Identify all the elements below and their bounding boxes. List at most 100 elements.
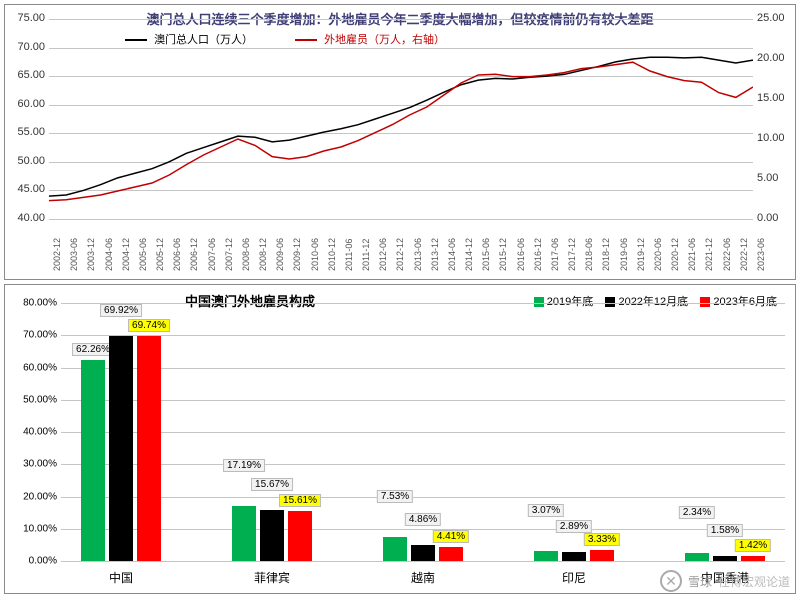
bar (439, 547, 463, 561)
top-line-chart: 澳门总人口连续三个季度增加：外地雇员今年二季度大幅增加，但较疫情前仍有较大差距 … (4, 4, 796, 280)
gridline (61, 464, 785, 465)
gridline (49, 219, 753, 220)
watermark-text-2: 任博宏观论道 (718, 573, 790, 590)
x-tick-label: 2017-12 (567, 238, 577, 271)
right-axis-label: 15.00 (757, 92, 785, 104)
x-tick-label: 2008-06 (241, 238, 251, 271)
x-tick-label: 2009-12 (292, 238, 302, 271)
x-tick-label: 2003-06 (69, 238, 79, 271)
y-axis-label: 60.00% (23, 362, 61, 373)
bar-value-label: 1.58% (707, 524, 743, 537)
x-tick-label: 2011-06 (344, 239, 354, 271)
line-svg (49, 19, 753, 219)
left-axis-label: 55.00 (17, 126, 45, 138)
x-tick-label: 2018-06 (584, 238, 594, 271)
bar (137, 336, 161, 561)
right-axis-label: 10.00 (757, 132, 785, 144)
gridline (61, 432, 785, 433)
right-axis-label: 5.00 (757, 172, 778, 184)
x-tick-label: 2010-06 (310, 238, 320, 271)
x-tick-label: 2010-12 (327, 238, 337, 271)
y-axis-label: 0.00% (29, 556, 61, 567)
bar-value-label: 4.86% (405, 513, 441, 526)
x-tick-label: 2013-12 (430, 238, 440, 271)
series-line-population (49, 57, 753, 196)
y-axis-label: 30.00% (23, 459, 61, 470)
x-tick-label: 2022-06 (722, 238, 732, 271)
x-tick-label: 2004-06 (104, 238, 114, 271)
watermark-text-1: 雪球 (688, 573, 712, 590)
x-tick-label: 2012-06 (378, 238, 388, 271)
bar-value-label: 15.67% (251, 478, 293, 491)
x-tick-label: 2015-06 (481, 238, 491, 271)
bar (713, 556, 737, 561)
right-axis-label: 0.00 (757, 212, 778, 224)
series-line-foreign_workers (49, 62, 753, 200)
x-tick-label: 2019-06 (619, 238, 629, 271)
x-tick-label: 2023-06 (756, 238, 766, 271)
y-axis-label: 40.00% (23, 427, 61, 438)
x-tick-label: 2005-06 (138, 238, 148, 271)
bar (411, 545, 435, 561)
bar-value-label: 2.89% (556, 520, 592, 533)
left-axis-label: 50.00 (17, 155, 45, 167)
bar (590, 550, 614, 561)
x-tick-label: 2019-12 (636, 238, 646, 271)
bottom-plot-area: 0.00%10.00%20.00%30.00%40.00%50.00%60.00… (61, 303, 785, 561)
bar-value-label: 17.19% (223, 459, 265, 472)
x-tick-label: 2005-12 (155, 238, 165, 271)
category-label: 菲律宾 (254, 569, 290, 586)
category-label: 越南 (411, 569, 435, 586)
bottom-bar-chart: 中国澳门外地雇员构成 2019年底 2022年12月底 2023年6月底 0.0… (4, 284, 796, 594)
gridline (61, 400, 785, 401)
x-tick-label: 2003-12 (86, 238, 96, 271)
y-axis-label: 70.00% (23, 330, 61, 341)
bar-value-label: 2.34% (679, 506, 715, 519)
left-axis-label: 70.00 (17, 41, 45, 53)
x-tick-label: 2008-12 (258, 238, 268, 271)
x-tick-label: 2013-06 (413, 238, 423, 271)
top-x-axis: 2002-122003-062003-122004-062004-122005-… (49, 225, 753, 277)
x-tick-label: 2004-12 (121, 238, 131, 271)
gridline (61, 303, 785, 304)
gridline (61, 368, 785, 369)
gridline (61, 561, 785, 562)
gridline (61, 497, 785, 498)
left-axis-label: 60.00 (17, 98, 45, 110)
x-tick-label: 2007-06 (207, 238, 217, 271)
bar (383, 537, 407, 561)
y-axis-label: 50.00% (23, 394, 61, 405)
y-axis-label: 80.00% (23, 298, 61, 309)
y-axis-label: 20.00% (23, 491, 61, 502)
x-tick-label: 2020-12 (670, 238, 680, 271)
x-tick-label: 2018-12 (601, 238, 611, 271)
gridline (61, 335, 785, 336)
x-tick-label: 2006-06 (172, 238, 182, 271)
category-label: 印尼 (562, 569, 586, 586)
bar-value-label: 1.42% (735, 539, 771, 552)
bar (232, 506, 256, 561)
x-tick-label: 2007-12 (224, 238, 234, 271)
bar-value-label: 4.41% (433, 530, 469, 543)
bar-value-label: 62.26% (72, 343, 114, 356)
left-axis-label: 40.00 (17, 212, 45, 224)
x-tick-label: 2021-12 (704, 238, 714, 271)
x-tick-label: 2012-12 (395, 238, 405, 271)
bar (109, 336, 133, 561)
x-tick-label: 2015-12 (498, 238, 508, 271)
bar (685, 553, 709, 561)
top-plot-area: 40.0045.0050.0055.0060.0065.0070.0075.00… (49, 19, 753, 219)
x-tick-label: 2014-06 (447, 238, 457, 271)
bar-value-label: 69.92% (100, 304, 142, 317)
y-axis-label: 10.00% (23, 523, 61, 534)
bar (741, 556, 765, 561)
bar-value-label: 69.74% (128, 319, 170, 332)
x-tick-label: 2011-12 (361, 239, 371, 271)
x-tick-label: 2009-06 (275, 238, 285, 271)
category-label: 中国 (109, 569, 133, 586)
bar (81, 360, 105, 561)
bar-value-label: 3.07% (528, 504, 564, 517)
bar (288, 511, 312, 561)
x-tick-label: 2016-06 (516, 238, 526, 271)
left-axis-label: 75.00 (17, 12, 45, 24)
